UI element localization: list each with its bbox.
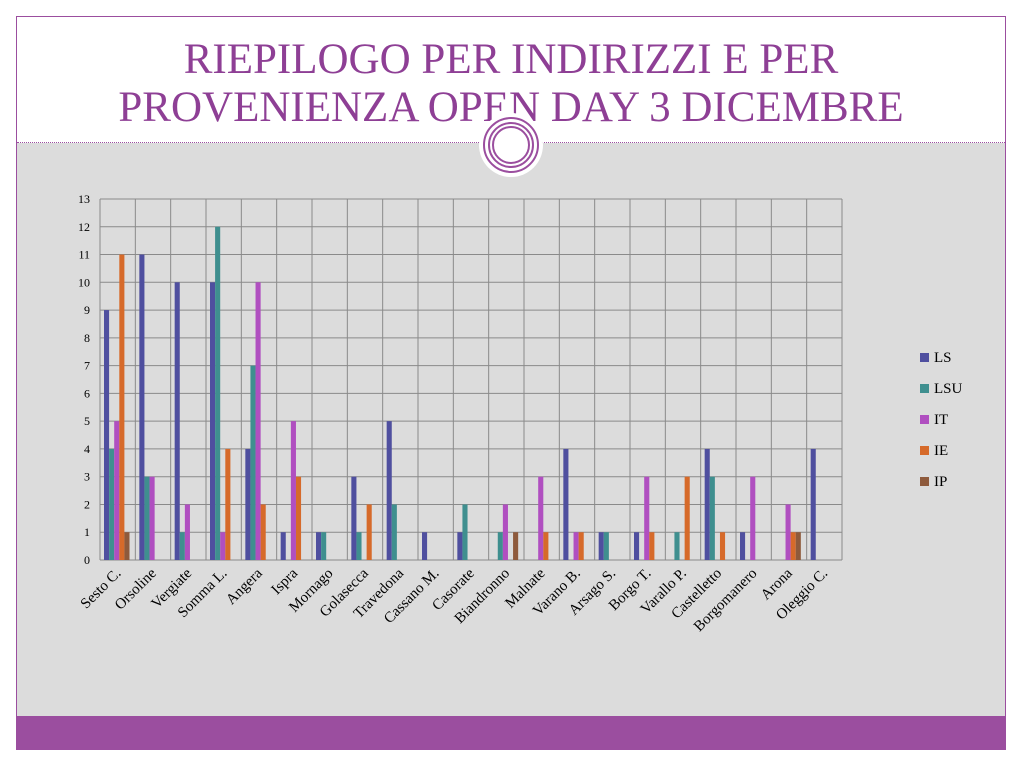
legend-label-ls: LS — [934, 350, 952, 366]
bar-it — [750, 476, 756, 560]
bar-it — [290, 421, 296, 560]
bar-it — [573, 532, 579, 560]
y-tick-label: 13 — [78, 192, 90, 206]
bar-ls — [422, 532, 428, 560]
bar-ls — [386, 421, 392, 560]
legend-swatch-ls — [920, 353, 929, 362]
y-tick-label: 3 — [84, 470, 90, 484]
bar-ip — [795, 532, 801, 560]
footer-bar — [17, 716, 1005, 750]
bar-ls — [810, 448, 816, 560]
bar-ls — [245, 448, 251, 560]
slide-title: RIEPILOGO PER INDIRIZZI E PER PROVENIENZ… — [16, 36, 1006, 132]
bar-ie — [719, 532, 726, 560]
plot-area — [100, 199, 842, 560]
bar-ls — [740, 532, 746, 560]
bar-ls — [563, 448, 569, 560]
bar-lsu — [215, 226, 221, 560]
legend-label-lsu: LSU — [934, 381, 963, 397]
bar-it — [502, 504, 508, 560]
bar-lsu — [462, 504, 468, 560]
y-tick-label: 6 — [84, 386, 90, 400]
bar-lsu — [179, 532, 185, 560]
y-tick-label: 4 — [84, 442, 90, 456]
bar-ls — [174, 282, 180, 560]
bar-lsu — [603, 532, 609, 560]
y-tick-label: 7 — [84, 359, 90, 373]
bar-ls — [351, 476, 357, 560]
legend-swatch-ie — [920, 446, 929, 455]
bar-ls — [704, 448, 710, 560]
legend-label-it: IT — [934, 412, 948, 428]
y-tick-label: 1 — [84, 525, 90, 539]
bar-ie — [543, 532, 549, 560]
bar-ls — [634, 532, 640, 560]
bar-lsu — [109, 448, 115, 560]
bar-ie — [260, 504, 266, 560]
bar-it — [538, 476, 544, 560]
bar-ie — [790, 532, 796, 560]
bar-it — [149, 476, 155, 560]
title-line-1: RIEPILOGO PER INDIRIZZI E PER — [183, 36, 839, 83]
y-tick-label: 5 — [84, 414, 90, 428]
bar-lsu — [144, 476, 150, 560]
legend-label-ie: IE — [934, 443, 948, 459]
x-tick-label: Angera — [223, 565, 266, 608]
bar-it — [220, 532, 226, 560]
y-tick-label: 10 — [78, 275, 90, 289]
bar-ls — [457, 532, 463, 560]
bar-lsu — [356, 532, 362, 560]
bar-lsu — [250, 365, 256, 560]
y-tick-label: 8 — [84, 331, 90, 345]
bar-it — [785, 504, 791, 560]
legend-swatch-ip — [920, 477, 929, 486]
bar-ie — [119, 254, 125, 561]
bar-ie — [225, 448, 231, 560]
y-tick-label: 9 — [84, 303, 90, 317]
decorative-circle-icon — [479, 113, 543, 177]
bar-ie — [295, 476, 302, 560]
bar-ls — [104, 310, 110, 560]
bar-ie — [578, 532, 584, 560]
bar-ip — [124, 532, 130, 560]
bar-lsu — [709, 476, 715, 560]
bar-lsu — [391, 504, 397, 560]
bar-ls — [280, 532, 286, 560]
bar-ie — [684, 476, 690, 560]
y-tick-label: 0 — [84, 553, 90, 567]
y-tick-label: 11 — [78, 248, 90, 262]
bar-ls — [210, 282, 216, 560]
bar-ls — [139, 254, 145, 561]
legend-swatch-it — [920, 415, 929, 424]
bar-ie — [366, 504, 372, 560]
bar-ie — [649, 532, 655, 560]
legend-label-ip: IP — [934, 474, 947, 490]
bar-lsu — [497, 532, 503, 560]
y-tick-label: 2 — [84, 497, 90, 511]
bar-ip — [513, 532, 519, 560]
bar-it — [184, 504, 190, 560]
bar-lsu — [674, 532, 680, 560]
legend-swatch-lsu — [920, 384, 929, 393]
bar-ls — [598, 532, 604, 560]
bar-it — [644, 476, 650, 560]
bar-lsu — [321, 532, 327, 560]
bar-ls — [316, 532, 322, 560]
bar-it — [114, 421, 120, 560]
bar-it — [255, 282, 261, 560]
y-tick-label: 12 — [78, 220, 90, 234]
